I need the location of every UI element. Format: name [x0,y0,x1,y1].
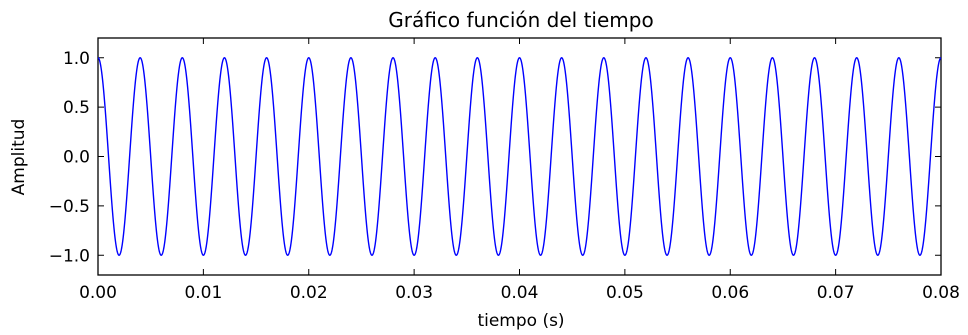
x-tick-label: 0.06 [711,283,749,303]
x-tick-label: 0.03 [395,283,433,303]
x-tick-label: 0.00 [79,283,117,303]
y-axis-label: Amplitud [9,119,29,196]
y-tick-label: −1.0 [49,246,90,266]
y-tick-label: 0.0 [63,148,90,168]
x-axis-label: tiempo (s) [477,311,564,331]
y-axis-ticks: 1.0 0.5 0.0 −0.5 −1.0 [49,49,941,266]
x-axis-ticks: 0.00 0.01 0.02 0.03 0.04 0.05 0.06 0.07 0.08 [79,38,960,303]
x-tick-label: 0.07 [817,283,855,303]
plot-frame [97,37,942,276]
series-line [97,57,942,256]
x-tick-label: 0.05 [606,283,644,303]
x-tick-label: 0.04 [501,283,539,303]
y-tick-label: −0.5 [49,197,90,217]
x-tick-label: 0.02 [290,283,328,303]
x-tick-label: 0.08 [922,283,960,303]
plot-area [97,37,942,276]
x-tick-label: 0.01 [184,283,222,303]
chart-title: Gráfico función del tiempo [388,8,653,32]
series-layer [97,57,942,256]
y-tick-label: 0.5 [63,98,90,118]
y-tick-label: 1.0 [63,49,90,69]
